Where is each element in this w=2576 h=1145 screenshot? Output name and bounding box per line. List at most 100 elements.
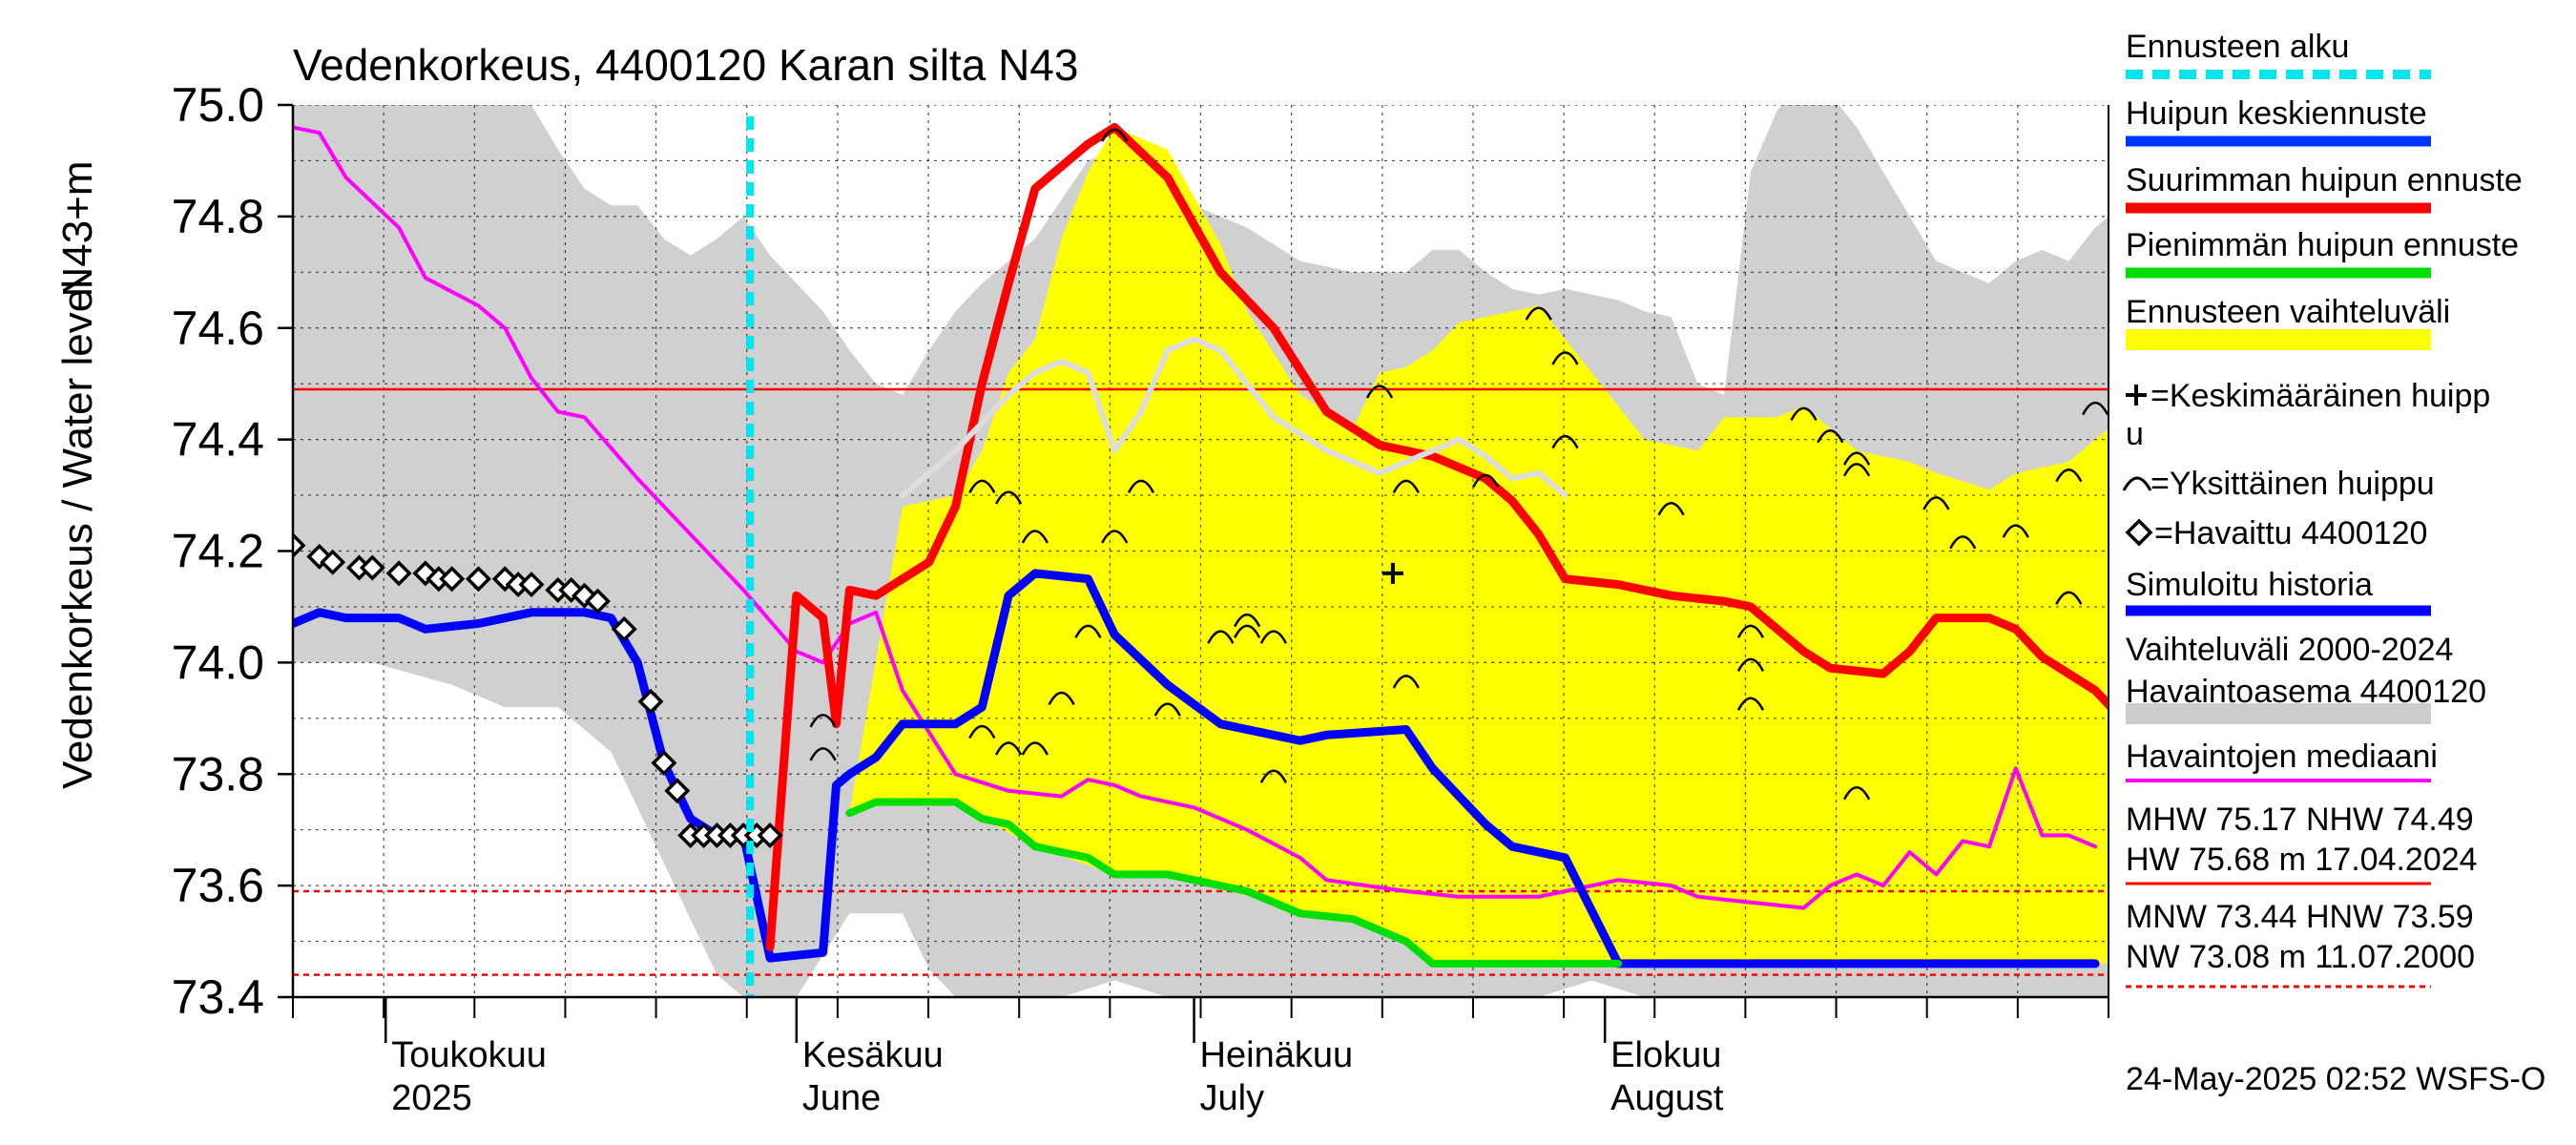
single-peak-marker <box>1657 502 1685 516</box>
mean-peak-marker <box>1381 562 1403 584</box>
single-peak-marker <box>2002 524 2029 538</box>
single-peak-marker <box>1392 675 1420 689</box>
axes: 75.0 74.8 74.6 74.4 74.2 74.0 73.8 73.6 73.4 Touk… <box>172 78 2109 1118</box>
y-axis-label-left: Vedenkorkeus / Water level <box>54 280 101 789</box>
single-peak-marker <box>1153 702 1181 717</box>
single-peak-marker <box>968 479 996 493</box>
month-label-en: August <box>1610 1078 1724 1118</box>
observed-point <box>664 778 691 804</box>
observed-point <box>611 615 637 642</box>
single-peak-marker <box>1234 624 1261 638</box>
y-tick-label: 74.8 <box>172 190 264 243</box>
stats-nw: NW 73.08 m 11.07.2000 <box>2126 939 2475 975</box>
observed-point <box>359 554 385 581</box>
series-line-3 <box>845 798 1623 968</box>
single-peak-marker <box>1207 630 1235 644</box>
single-peak-marker <box>1101 530 1129 544</box>
single-peak-marker <box>1736 697 1765 711</box>
single-peak-marker <box>1472 473 1500 489</box>
single-peak-marker <box>1259 769 1288 783</box>
observed-point <box>585 588 611 614</box>
single-peak-marker <box>1365 385 1394 399</box>
observed-point <box>637 688 664 715</box>
legend-label: Havaintojen mediaani <box>2126 739 2438 775</box>
observed-point <box>465 566 491 593</box>
forecast-range-band <box>849 127 2109 964</box>
y-tick-label: 74.6 <box>172 302 264 355</box>
single-peak-marker <box>968 724 996 739</box>
single-peak-marker <box>1127 479 1155 493</box>
single-peak-marker <box>1048 691 1075 706</box>
single-peak-marker <box>1736 657 1765 672</box>
legend-label: Simuloitu historia <box>2126 567 2373 603</box>
single-peak-marker <box>1021 741 1049 756</box>
single-peak-marker <box>809 747 837 761</box>
single-peak-marker <box>1074 624 1102 638</box>
series-line-1 <box>293 569 2100 968</box>
single-peak-marker <box>994 741 1023 756</box>
single-peak-marker <box>1234 613 1261 628</box>
plot-clip-group <box>293 105 2187 997</box>
legend-label: Pienimmän huipun ennuste <box>2126 227 2519 263</box>
y-tick-label: 73.4 <box>172 970 264 1024</box>
single-peak-marker <box>1551 351 1579 365</box>
month-label-fi: Elokuu <box>1610 1035 1721 1075</box>
single-peak-marker <box>809 714 837 728</box>
observed-point <box>293 532 306 559</box>
grid <box>293 105 2109 997</box>
observed-point <box>320 549 346 575</box>
y-tick-label: 74.2 <box>172 525 264 578</box>
single-peak-marker <box>1551 434 1579 449</box>
single-peak-marker <box>2055 468 2083 483</box>
month-label-fi: Heinäkuu <box>1200 1035 1354 1075</box>
legend-label: =Yksittäinen huippu <box>2150 466 2435 502</box>
single-peak-marker <box>1842 786 1871 801</box>
single-peak-marker <box>1842 463 1871 477</box>
legend-label: u <box>2126 416 2144 452</box>
month-label-en: 2025 <box>391 1078 472 1118</box>
observed-point <box>757 822 783 849</box>
single-peak-marker <box>1021 530 1049 544</box>
legend-label: Huipun keskiennuste <box>2126 95 2427 132</box>
legend-label: =Havaittu 4400120 <box>2154 515 2427 552</box>
single-peak-marker <box>2082 401 2109 416</box>
observed-point <box>385 560 412 587</box>
series-line-0 <box>293 125 2098 910</box>
single-peak-marker <box>1259 630 1288 644</box>
stats-hw: HW 75.68 m 17.04.2024 <box>2126 842 2478 878</box>
single-peak-marker <box>2055 591 2083 605</box>
month-label-en: June <box>802 1078 881 1118</box>
legend-label: Suurimman huipun ennuste <box>2126 162 2523 198</box>
month-label-en: July <box>1200 1078 1265 1118</box>
chart-title: Vedenkorkeus, 4400120 Karan silta N43 <box>293 40 1078 90</box>
single-peak-marker <box>994 490 1023 505</box>
y-tick-label: 73.8 <box>172 747 264 801</box>
month-label-fi: Toukokuu <box>391 1035 547 1075</box>
single-peak-marker <box>1392 479 1420 493</box>
single-peak-marker <box>1949 535 1977 550</box>
footer-timestamp: 24-May-2025 02:52 WSFS-O <box>2126 1061 2545 1097</box>
single-peak-marker <box>2162 726 2187 739</box>
legend: Ennusteen alku Huipun keskiennuste Suurimm… <box>2122 29 2523 989</box>
series-line-4 <box>900 336 1568 499</box>
y-axis-label-right: N43+m <box>54 160 101 297</box>
observed-point <box>518 572 545 598</box>
stats-mhw: MHW 75.17 NHW 74.49 <box>2126 802 2474 838</box>
single-peak-marker <box>1842 451 1871 466</box>
y-tick-label: 75.0 <box>172 78 264 132</box>
observed-point <box>651 750 677 777</box>
observed-point <box>439 566 466 593</box>
single-peak-marker <box>1790 406 1818 421</box>
single-peak-marker <box>1101 128 1129 142</box>
legend-label: Ennusteen vaihteluväli <box>2126 294 2450 330</box>
legend-observed-icon <box>2125 518 2153 547</box>
stats-mnw: MNW 73.44 HNW 73.59 <box>2126 899 2474 935</box>
legend-single-peak-icon <box>2122 476 2152 491</box>
single-peak-marker <box>1736 624 1765 638</box>
single-peak-marker <box>1922 496 1950 510</box>
legend-label: Ennusteen alku <box>2126 29 2349 65</box>
y-tick-label: 74.4 <box>172 413 264 467</box>
y-tick-label: 73.6 <box>172 859 264 912</box>
plot-area <box>293 105 2187 997</box>
